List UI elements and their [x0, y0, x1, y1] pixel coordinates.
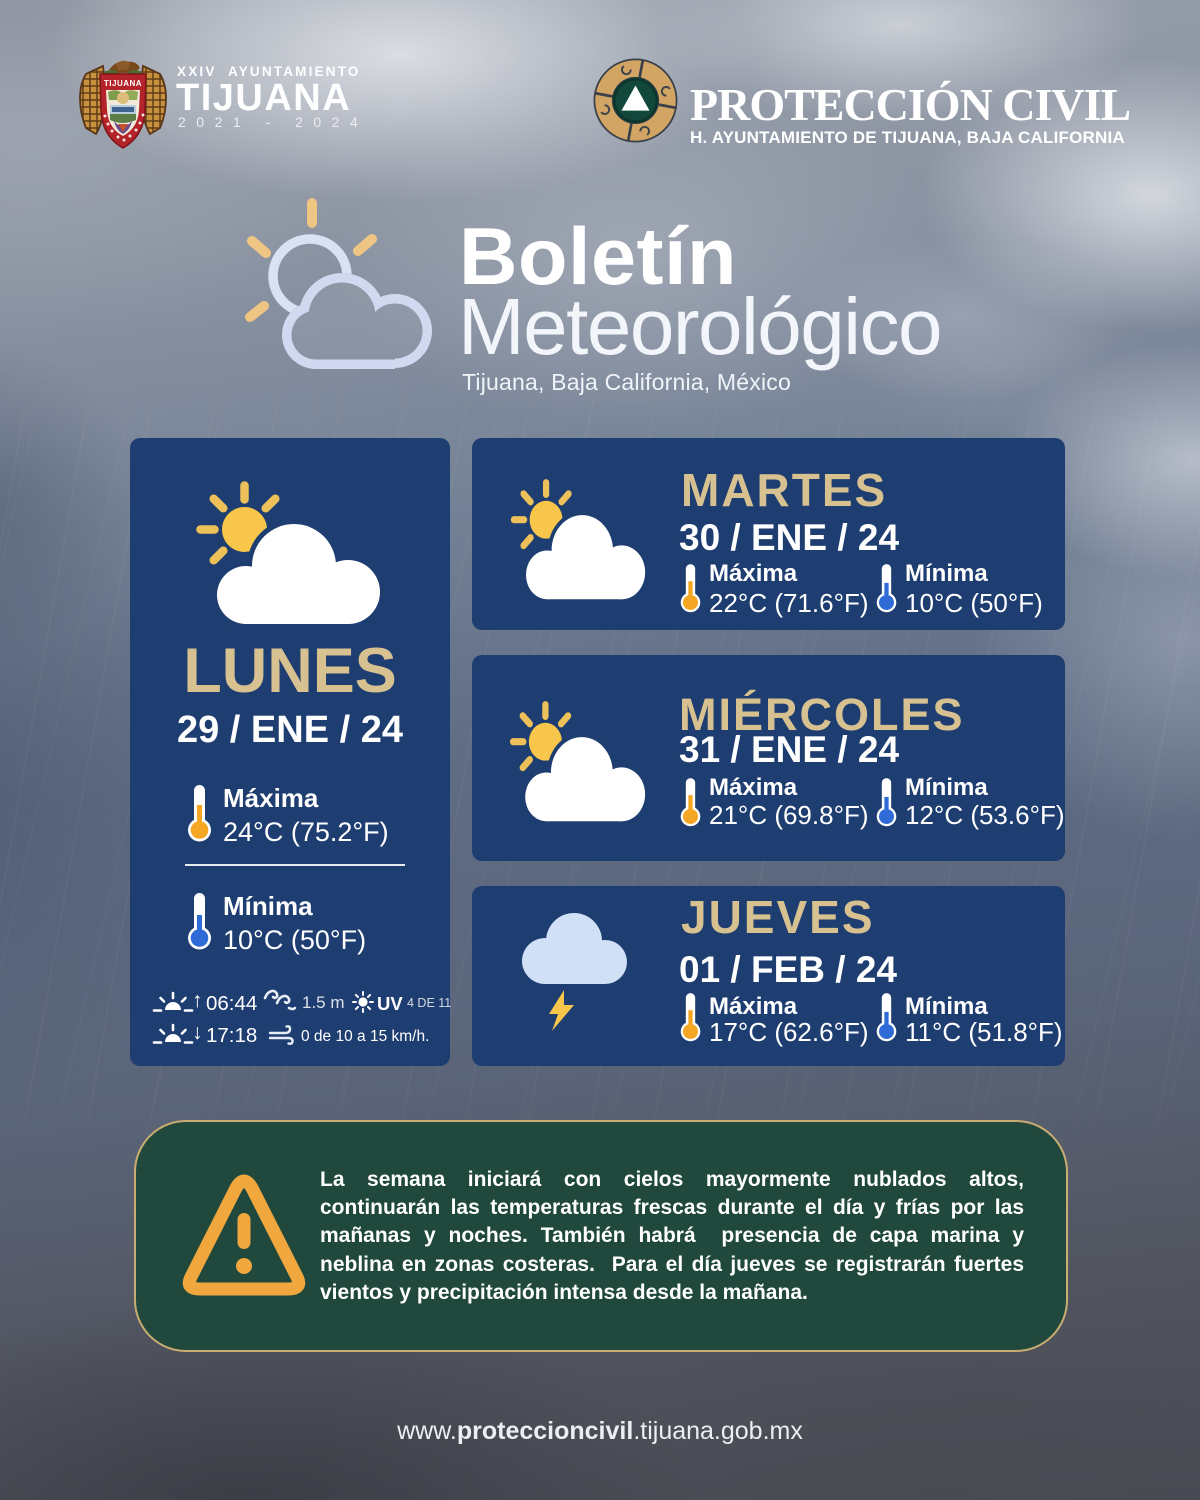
svg-text:TIJUANA: TIJUANA — [104, 79, 142, 88]
